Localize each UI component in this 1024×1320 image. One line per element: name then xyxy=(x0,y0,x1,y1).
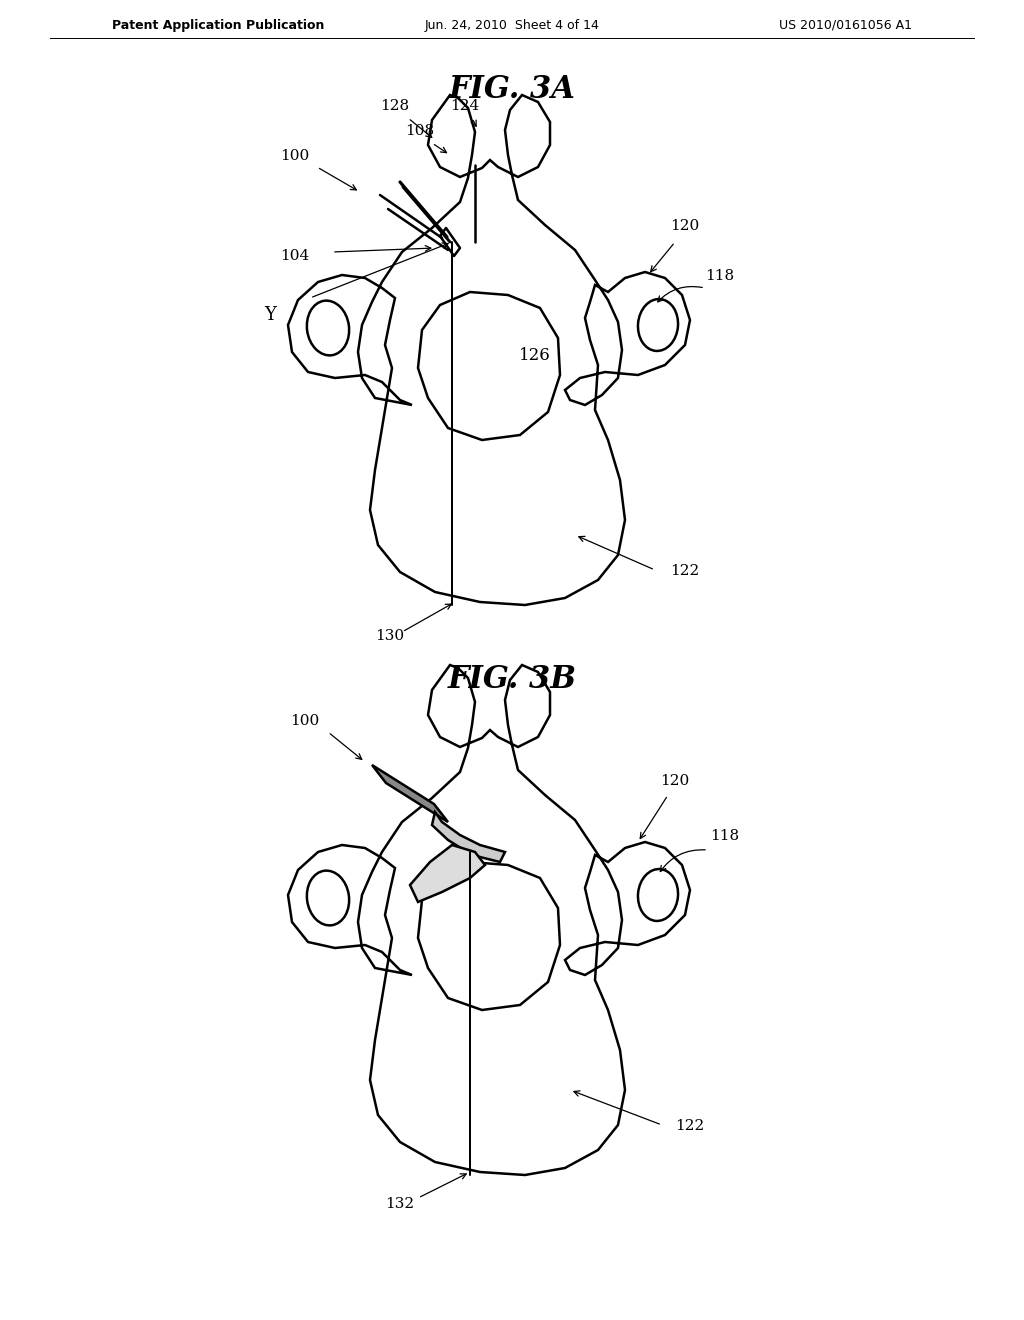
Text: Jun. 24, 2010  Sheet 4 of 14: Jun. 24, 2010 Sheet 4 of 14 xyxy=(425,18,599,32)
Text: 130: 130 xyxy=(376,630,404,643)
Text: 100: 100 xyxy=(281,149,309,162)
Text: 118: 118 xyxy=(706,269,734,282)
Text: Patent Application Publication: Patent Application Publication xyxy=(112,18,325,32)
Text: FIG. 3B: FIG. 3B xyxy=(447,664,577,696)
Text: 122: 122 xyxy=(676,1119,705,1133)
Text: 120: 120 xyxy=(660,774,689,788)
Text: 104: 104 xyxy=(281,249,309,263)
Text: 118: 118 xyxy=(711,829,739,843)
Text: 122: 122 xyxy=(671,564,699,578)
Text: 126: 126 xyxy=(519,347,551,364)
Polygon shape xyxy=(410,845,485,902)
Text: 128: 128 xyxy=(381,99,410,114)
Text: 108: 108 xyxy=(406,124,434,139)
Text: 132: 132 xyxy=(385,1197,415,1210)
Text: US 2010/0161056 A1: US 2010/0161056 A1 xyxy=(779,18,912,32)
Text: 124: 124 xyxy=(451,99,479,114)
Text: 120: 120 xyxy=(671,219,699,234)
Text: 100: 100 xyxy=(291,714,319,729)
Polygon shape xyxy=(372,766,449,822)
Polygon shape xyxy=(432,812,505,862)
Text: Y: Y xyxy=(264,306,275,323)
Text: FIG. 3A: FIG. 3A xyxy=(449,74,575,106)
